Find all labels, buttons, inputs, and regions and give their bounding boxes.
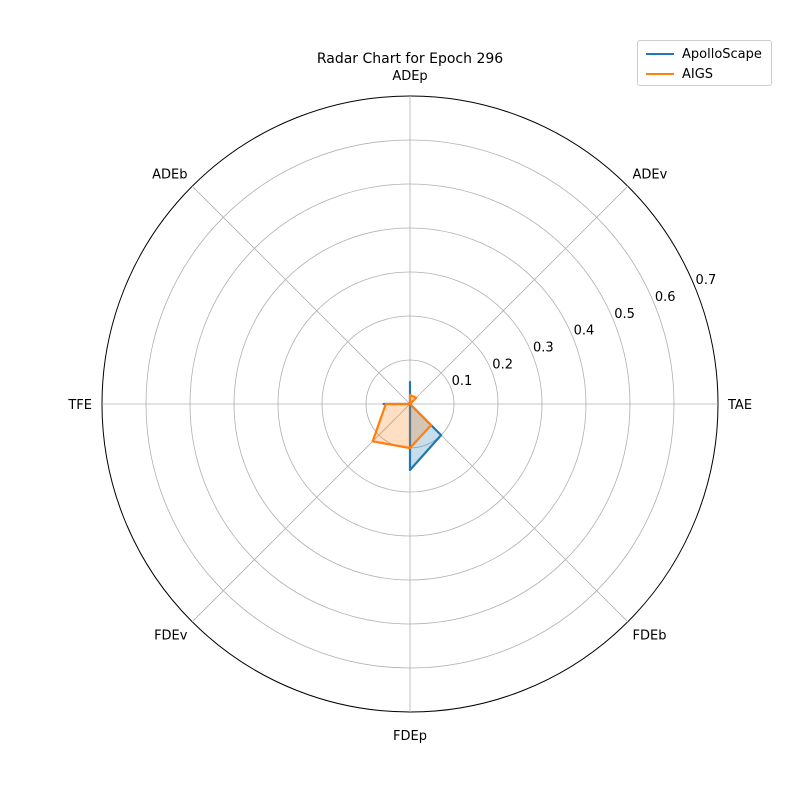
legend-swatch-1: [646, 73, 674, 75]
series-fill-1: [372, 395, 432, 448]
axis-label-adev: ADEv: [633, 167, 668, 182]
radial-tick-label: 0.1: [452, 374, 473, 389]
axis-label-adep: ADEp: [392, 69, 427, 84]
radial-tick-label: 0.3: [533, 340, 554, 355]
chart-title: Radar Chart for Epoch 296: [317, 51, 503, 67]
axis-label-fdeb: FDEb: [633, 629, 667, 644]
axis-label-adeb: ADEb: [152, 167, 187, 182]
series-line-1: [371, 394, 433, 450]
grid-layer: [101, 95, 719, 713]
legend-item-1: AIGS: [646, 65, 713, 83]
legend: ApolloScape AIGS: [637, 40, 772, 86]
radial-tick-label: 0.6: [655, 290, 676, 305]
grid-spoke: [409, 403, 629, 623]
radial-tick-label: 0.2: [492, 357, 513, 372]
legend-label-0: ApolloScape: [682, 46, 762, 62]
grid-spoke: [191, 185, 411, 405]
radial-tick-label: 0.5: [614, 307, 635, 322]
grid-spoke: [409, 185, 629, 405]
series-layer: [371, 380, 443, 472]
legend-item-0: ApolloScape: [646, 45, 762, 63]
radial-tick-label: 0.7: [696, 273, 717, 288]
axis-label-fdev: FDEv: [154, 629, 188, 644]
legend-label-1: AIGS: [682, 66, 714, 82]
legend-swatch-0: [646, 53, 674, 55]
series-fill-0: [383, 382, 442, 470]
axis-label-tae: TAE: [727, 398, 752, 413]
label-layer: 0.1 0.2 0.3 0.4 0.5 0.6 0.7 TAE ADEv ADEp ADEb TFE F…: [67, 69, 752, 744]
axis-label-fdep: FDEp: [393, 729, 427, 744]
axis-label-tfe: TFE: [67, 398, 92, 413]
radial-tick-label: 0.4: [574, 324, 595, 339]
